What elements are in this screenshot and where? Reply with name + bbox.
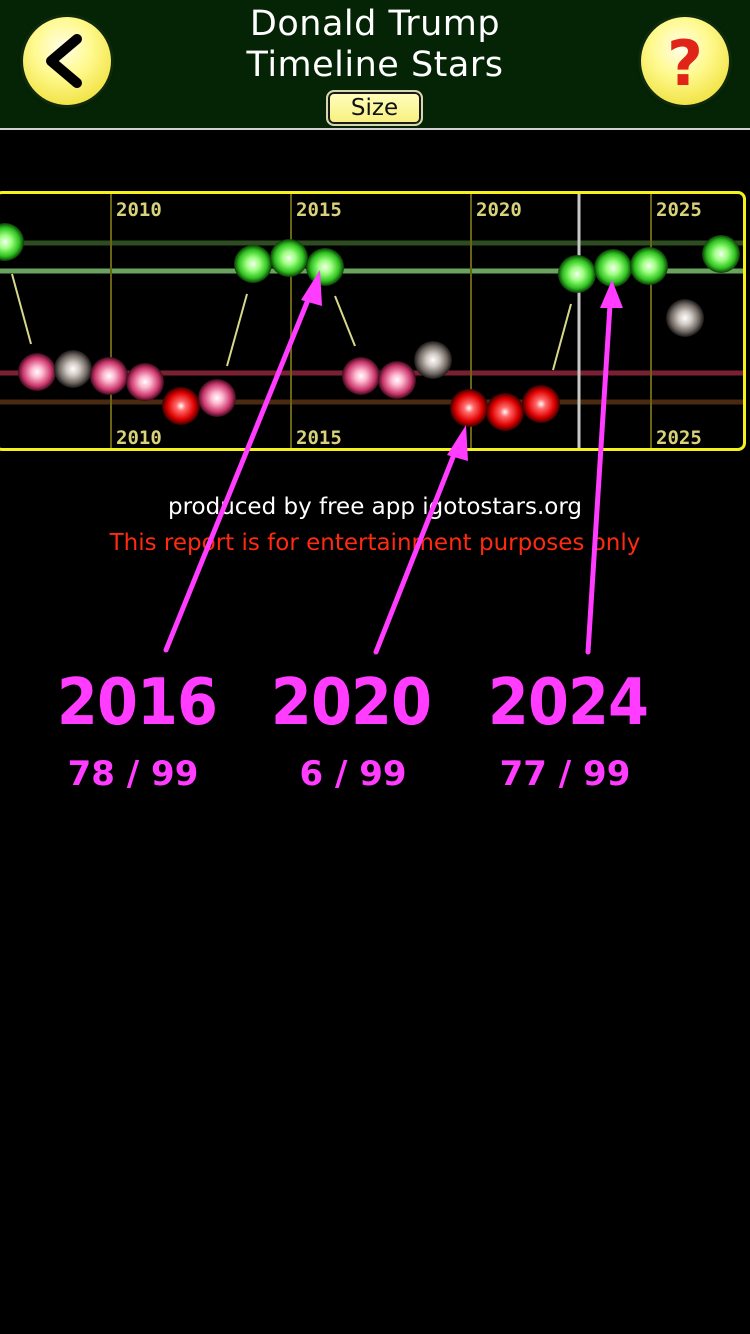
- timeline-chart[interactable]: 2010 2015 2020 2025 2010 2015 2025: [0, 191, 746, 451]
- timeline-star-marker: [126, 363, 164, 401]
- page-title: Donald Trump: [249, 4, 501, 44]
- timeline-star-marker: [666, 299, 704, 337]
- tick-label-bottom-2015: 2015: [296, 427, 342, 449]
- annotation-year-2024: 2024: [487, 666, 649, 740]
- tick-label-bottom-2025: 2025: [656, 427, 702, 449]
- tick-label-bottom-2010: 2010: [116, 427, 162, 449]
- timeline-star-marker: [378, 361, 416, 399]
- timeline-star-marker: [702, 235, 740, 273]
- timeline-star-marker: [630, 247, 668, 285]
- back-button[interactable]: [23, 17, 111, 105]
- help-button[interactable]: ?: [641, 17, 729, 105]
- timeline-star-marker: [18, 353, 56, 391]
- app-header: Donald Trump Timeline Stars Size ?: [0, 0, 750, 130]
- timeline-star-marker: [162, 387, 200, 425]
- timeline-star-marker: [486, 393, 524, 431]
- question-mark-icon: ?: [667, 27, 703, 100]
- timeline-star-marker: [306, 248, 344, 286]
- annotation-score-2024: 77 / 99: [499, 754, 631, 794]
- timeline-star-marker: [450, 389, 488, 427]
- chevron-left-icon: [46, 34, 82, 88]
- produced-by-text: produced by free app igotostars.org: [167, 494, 582, 520]
- timeline-star-marker: [414, 341, 452, 379]
- timeline-canvas: 2010 2015 2020 2025 2010 2015 2025: [0, 194, 743, 449]
- timeline-star-marker: [234, 245, 272, 283]
- timeline-star-marker: [198, 379, 236, 417]
- tick-label-top-2015: 2015: [296, 199, 342, 221]
- tick-label-top-2020: 2020: [476, 199, 522, 221]
- annotation-score-2020: 6 / 99: [299, 754, 407, 794]
- annotation-score-2016: 78 / 99: [67, 754, 199, 794]
- timeline-star-marker: [558, 255, 596, 293]
- timeline-star-marker: [90, 357, 128, 395]
- svg-text:?: ?: [667, 27, 703, 100]
- annotation-year-2020: 2020: [270, 666, 432, 740]
- timeline-star-marker: [270, 239, 308, 277]
- timeline-star-marker: [0, 223, 24, 261]
- annotation-year-2016: 2016: [56, 666, 218, 740]
- page-subtitle: Timeline Stars: [246, 45, 504, 85]
- tick-label-top-2025: 2025: [656, 199, 702, 221]
- disclaimer-text: This report is for entertainment purpose…: [109, 530, 641, 556]
- timeline-star-marker: [522, 385, 560, 423]
- timeline-star-marker: [594, 249, 632, 287]
- timeline-star-marker: [54, 350, 92, 388]
- size-button[interactable]: Size: [326, 90, 423, 126]
- tick-label-top-2010: 2010: [116, 199, 162, 221]
- timeline-star-marker: [342, 357, 380, 395]
